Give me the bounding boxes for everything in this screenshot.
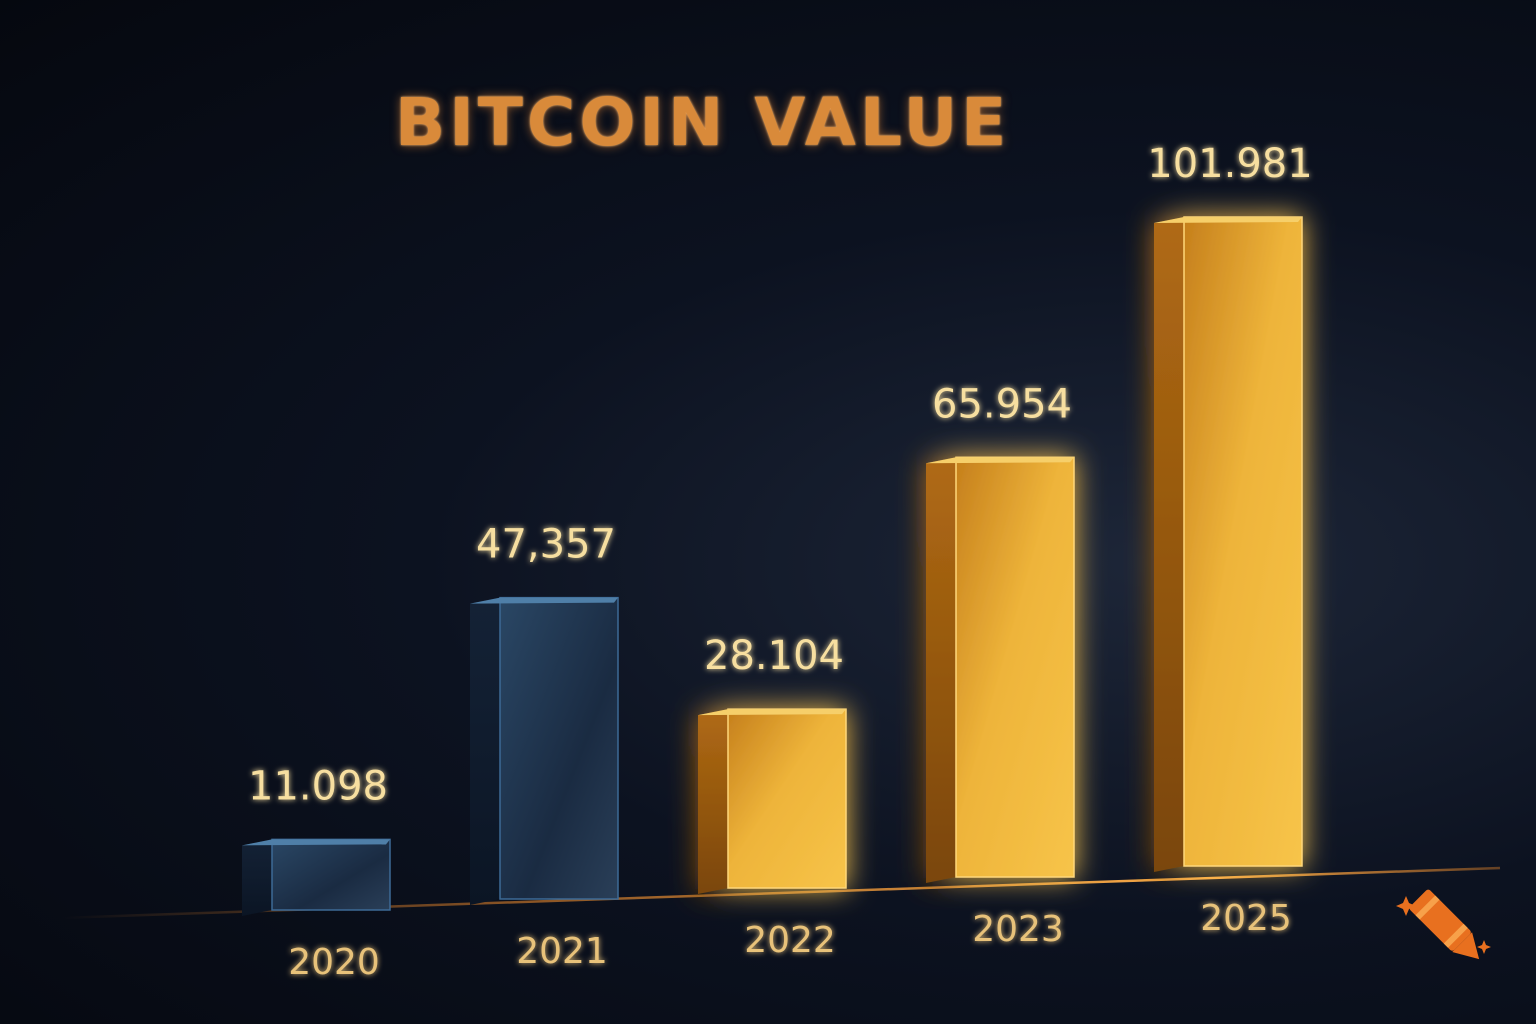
value-label-2022: 28.104 (704, 633, 844, 679)
bar-side-face (470, 597, 500, 905)
bar-side-face (1154, 217, 1184, 872)
bar-front-face (955, 456, 1075, 878)
bar-front-face (1183, 216, 1303, 867)
x-tick-label-2020: 2020 (288, 942, 380, 983)
bar-2022 (698, 708, 847, 894)
bar-side-face (926, 457, 956, 883)
bar-2020 (242, 838, 391, 916)
value-label-2021: 47,357 (476, 522, 616, 568)
value-label-2025: 101.981 (1147, 141, 1312, 187)
labels-layer: 11.098 2020 47,357 2021 28.104 2022 65.954 2023… (248, 141, 1313, 983)
bar-side-face (242, 839, 272, 916)
bar-front-face (727, 708, 847, 889)
bar-2021 (470, 596, 619, 905)
crayon-sparkle-icon (1396, 889, 1491, 960)
chart-title: BITCOIN VALUE (395, 84, 1011, 161)
bar-top-face (242, 839, 390, 846)
value-label-2023: 65.954 (932, 381, 1072, 427)
bar-2023 (926, 456, 1075, 883)
x-tick-label-2021: 2021 (516, 931, 608, 972)
bar-top-face (926, 457, 1074, 464)
bar-front-face (271, 838, 391, 911)
bar-top-face (698, 709, 846, 716)
x-tick-label-2023: 2023 (972, 909, 1064, 950)
value-label-2020: 11.098 (248, 763, 388, 809)
x-tick-label-2025: 2025 (1200, 898, 1292, 939)
bar-front-face (499, 596, 619, 900)
x-tick-label-2022: 2022 (744, 920, 836, 961)
bar-top-face (470, 597, 618, 604)
bar-side-face (698, 709, 728, 894)
bars-layer (242, 216, 1303, 916)
bar-top-face (1154, 217, 1302, 224)
bar-2025 (1154, 216, 1303, 872)
